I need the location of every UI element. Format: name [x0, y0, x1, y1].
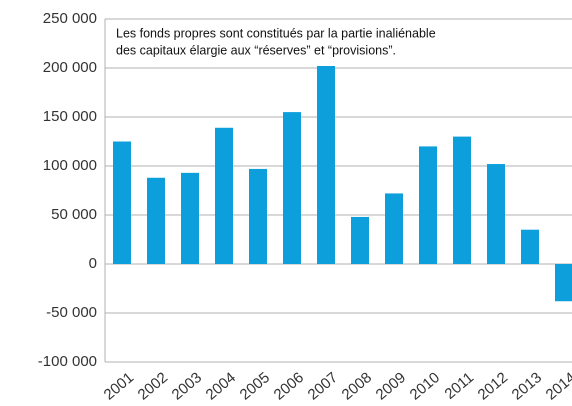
bar: [453, 136, 471, 264]
x-tick-label: 2010: [407, 369, 443, 403]
x-tick-label: 2012: [475, 369, 511, 403]
y-tick-label: 100 000: [43, 157, 97, 174]
x-tick-label: 2002: [135, 369, 171, 403]
y-tick-label: 150 000: [43, 108, 97, 125]
x-tick-label: 2006: [271, 369, 307, 403]
x-tick-label: 2005: [237, 369, 273, 403]
y-tick-label: -100 000: [38, 353, 97, 370]
bar: [249, 168, 267, 264]
bar: [419, 146, 437, 264]
x-tick-label: 2001: [101, 369, 137, 403]
y-tick-label: 200 000: [43, 59, 97, 76]
bar: [487, 164, 505, 264]
y-tick-label: 0: [89, 255, 97, 272]
x-tick-label: 2009: [373, 369, 409, 403]
annotation: des capitaux élargie aux “réserves” et “…: [116, 43, 396, 57]
bar: [317, 65, 335, 264]
y-tick-label: -50 000: [46, 304, 97, 321]
x-tick-label: 2004: [203, 369, 239, 403]
bar: [215, 127, 233, 264]
bar: [555, 264, 572, 302]
bar: [113, 141, 131, 264]
x-tick-label: 2008: [339, 369, 375, 403]
bar: [385, 193, 403, 264]
x-tick-label: 2007: [305, 369, 341, 403]
bar: [521, 229, 539, 264]
x-tick-label: 2011: [441, 369, 477, 403]
y-tick-label: 50 000: [51, 206, 97, 223]
annotation-box: [110, 22, 488, 66]
annotation: Les fonds propres sont constitués par la…: [116, 26, 436, 40]
bar: [283, 112, 301, 264]
x-tick-label: 2014: [543, 369, 572, 403]
bar: [351, 216, 369, 264]
y-tick-label: 250 000: [43, 10, 97, 27]
x-tick-label: 2013: [509, 369, 545, 403]
x-tick-label: 2003: [169, 369, 205, 403]
bar: [147, 177, 165, 264]
bar: [181, 172, 199, 264]
